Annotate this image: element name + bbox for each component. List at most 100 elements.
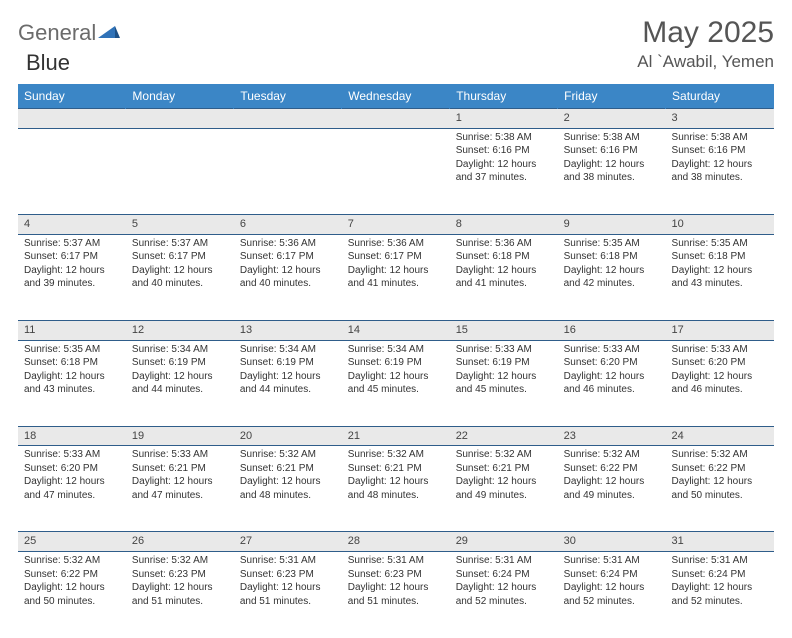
day-number: 20 <box>234 427 342 446</box>
day-body-cell: Sunrise: 5:33 AMSunset: 6:20 PMDaylight:… <box>666 340 774 426</box>
sunset-line: Sunset: 6:17 PM <box>24 250 120 264</box>
day-number: 29 <box>450 532 558 551</box>
daylight-line: Daylight: 12 hours and 51 minutes. <box>348 581 444 608</box>
daylight-line: Daylight: 12 hours and 52 minutes. <box>564 581 660 608</box>
day-number: 28 <box>342 532 450 551</box>
daylight-line: Daylight: 12 hours and 49 minutes. <box>456 475 552 502</box>
day-number-cell: 13 <box>234 320 342 340</box>
daylight-line: Daylight: 12 hours and 39 minutes. <box>24 264 120 291</box>
sunset-line: Sunset: 6:19 PM <box>132 356 228 370</box>
day-number: 22 <box>450 427 558 446</box>
day-body-cell: Sunrise: 5:32 AMSunset: 6:22 PMDaylight:… <box>18 552 126 638</box>
day-number: 11 <box>18 321 126 340</box>
day-number-cell: 30 <box>558 532 666 552</box>
day-body-cell: Sunrise: 5:32 AMSunset: 6:21 PMDaylight:… <box>234 446 342 532</box>
sunset-line: Sunset: 6:18 PM <box>24 356 120 370</box>
sunset-line: Sunset: 6:24 PM <box>564 568 660 582</box>
sunrise-line: Sunrise: 5:33 AM <box>672 343 768 357</box>
day-body-cell: Sunrise: 5:37 AMSunset: 6:17 PMDaylight:… <box>18 234 126 320</box>
day-details: Sunrise: 5:35 AMSunset: 6:18 PMDaylight:… <box>18 341 126 401</box>
day-body-cell: Sunrise: 5:34 AMSunset: 6:19 PMDaylight:… <box>234 340 342 426</box>
brand-logo: General <box>18 16 122 46</box>
week-body-row: Sunrise: 5:38 AMSunset: 6:16 PMDaylight:… <box>18 128 774 214</box>
day-body-cell: Sunrise: 5:35 AMSunset: 6:18 PMDaylight:… <box>558 234 666 320</box>
day-details: Sunrise: 5:33 AMSunset: 6:20 PMDaylight:… <box>18 446 126 506</box>
day-body-cell: Sunrise: 5:34 AMSunset: 6:19 PMDaylight:… <box>126 340 234 426</box>
sunrise-line: Sunrise: 5:32 AM <box>564 448 660 462</box>
sunrise-line: Sunrise: 5:32 AM <box>132 554 228 568</box>
sunrise-line: Sunrise: 5:37 AM <box>24 237 120 251</box>
day-details: Sunrise: 5:33 AMSunset: 6:20 PMDaylight:… <box>666 341 774 401</box>
day-number: 6 <box>234 215 342 234</box>
day-number: 24 <box>666 427 774 446</box>
day-number: 8 <box>450 215 558 234</box>
sunset-line: Sunset: 6:16 PM <box>564 144 660 158</box>
sunset-line: Sunset: 6:24 PM <box>456 568 552 582</box>
day-number: 1 <box>450 109 558 128</box>
day-number: 31 <box>666 532 774 551</box>
day-body-cell: Sunrise: 5:32 AMSunset: 6:21 PMDaylight:… <box>450 446 558 532</box>
day-details: Sunrise: 5:36 AMSunset: 6:17 PMDaylight:… <box>234 235 342 295</box>
weekday-header: Saturday <box>666 84 774 109</box>
day-number: 2 <box>558 109 666 128</box>
day-details: Sunrise: 5:34 AMSunset: 6:19 PMDaylight:… <box>342 341 450 401</box>
day-body-cell: Sunrise: 5:36 AMSunset: 6:17 PMDaylight:… <box>234 234 342 320</box>
day-number-cell: 31 <box>666 532 774 552</box>
daylight-line: Daylight: 12 hours and 52 minutes. <box>456 581 552 608</box>
day-body-cell <box>342 128 450 214</box>
weekday-header: Tuesday <box>234 84 342 109</box>
week-daynum-row: 45678910 <box>18 214 774 234</box>
brand-mark-icon <box>98 22 120 45</box>
daylight-line: Daylight: 12 hours and 43 minutes. <box>24 370 120 397</box>
day-details: Sunrise: 5:34 AMSunset: 6:19 PMDaylight:… <box>126 341 234 401</box>
sunset-line: Sunset: 6:22 PM <box>564 462 660 476</box>
day-details: Sunrise: 5:38 AMSunset: 6:16 PMDaylight:… <box>450 129 558 189</box>
day-number: 19 <box>126 427 234 446</box>
day-number-cell: 3 <box>666 109 774 129</box>
daylight-line: Daylight: 12 hours and 50 minutes. <box>672 475 768 502</box>
day-details: Sunrise: 5:31 AMSunset: 6:23 PMDaylight:… <box>342 552 450 612</box>
daylight-line: Daylight: 12 hours and 48 minutes. <box>348 475 444 502</box>
sunset-line: Sunset: 6:19 PM <box>456 356 552 370</box>
day-number: 4 <box>18 215 126 234</box>
calendar-table: SundayMondayTuesdayWednesdayThursdayFrid… <box>18 84 774 638</box>
day-details: Sunrise: 5:35 AMSunset: 6:18 PMDaylight:… <box>666 235 774 295</box>
day-number-cell: 17 <box>666 320 774 340</box>
day-number-cell: 20 <box>234 426 342 446</box>
sunrise-line: Sunrise: 5:32 AM <box>348 448 444 462</box>
day-details: Sunrise: 5:32 AMSunset: 6:22 PMDaylight:… <box>558 446 666 506</box>
day-details: Sunrise: 5:38 AMSunset: 6:16 PMDaylight:… <box>666 129 774 189</box>
day-body-cell: Sunrise: 5:33 AMSunset: 6:21 PMDaylight:… <box>126 446 234 532</box>
sunrise-line: Sunrise: 5:34 AM <box>132 343 228 357</box>
day-body-cell: Sunrise: 5:33 AMSunset: 6:20 PMDaylight:… <box>558 340 666 426</box>
day-details: Sunrise: 5:37 AMSunset: 6:17 PMDaylight:… <box>126 235 234 295</box>
daylight-line: Daylight: 12 hours and 41 minutes. <box>456 264 552 291</box>
daylight-line: Daylight: 12 hours and 47 minutes. <box>24 475 120 502</box>
day-body-cell: Sunrise: 5:38 AMSunset: 6:16 PMDaylight:… <box>666 128 774 214</box>
sunrise-line: Sunrise: 5:31 AM <box>348 554 444 568</box>
daylight-line: Daylight: 12 hours and 49 minutes. <box>564 475 660 502</box>
day-number-cell: 10 <box>666 214 774 234</box>
sunset-line: Sunset: 6:19 PM <box>348 356 444 370</box>
day-body-cell: Sunrise: 5:35 AMSunset: 6:18 PMDaylight:… <box>18 340 126 426</box>
day-details: Sunrise: 5:32 AMSunset: 6:22 PMDaylight:… <box>666 446 774 506</box>
day-details: Sunrise: 5:36 AMSunset: 6:17 PMDaylight:… <box>342 235 450 295</box>
day-number: 12 <box>126 321 234 340</box>
sunset-line: Sunset: 6:17 PM <box>348 250 444 264</box>
page-title: May 2025 <box>637 16 774 50</box>
day-body-cell: Sunrise: 5:33 AMSunset: 6:19 PMDaylight:… <box>450 340 558 426</box>
day-number-cell: 25 <box>18 532 126 552</box>
sunset-line: Sunset: 6:24 PM <box>672 568 768 582</box>
day-details: Sunrise: 5:35 AMSunset: 6:18 PMDaylight:… <box>558 235 666 295</box>
sunrise-line: Sunrise: 5:33 AM <box>24 448 120 462</box>
day-number-cell: 12 <box>126 320 234 340</box>
day-details: Sunrise: 5:37 AMSunset: 6:17 PMDaylight:… <box>18 235 126 295</box>
daylight-line: Daylight: 12 hours and 42 minutes. <box>564 264 660 291</box>
daylight-line: Daylight: 12 hours and 51 minutes. <box>132 581 228 608</box>
daylight-line: Daylight: 12 hours and 46 minutes. <box>672 370 768 397</box>
day-number-cell: 16 <box>558 320 666 340</box>
week-body-row: Sunrise: 5:33 AMSunset: 6:20 PMDaylight:… <box>18 446 774 532</box>
day-details: Sunrise: 5:32 AMSunset: 6:21 PMDaylight:… <box>342 446 450 506</box>
day-body-cell: Sunrise: 5:31 AMSunset: 6:23 PMDaylight:… <box>342 552 450 638</box>
day-body-cell: Sunrise: 5:38 AMSunset: 6:16 PMDaylight:… <box>558 128 666 214</box>
